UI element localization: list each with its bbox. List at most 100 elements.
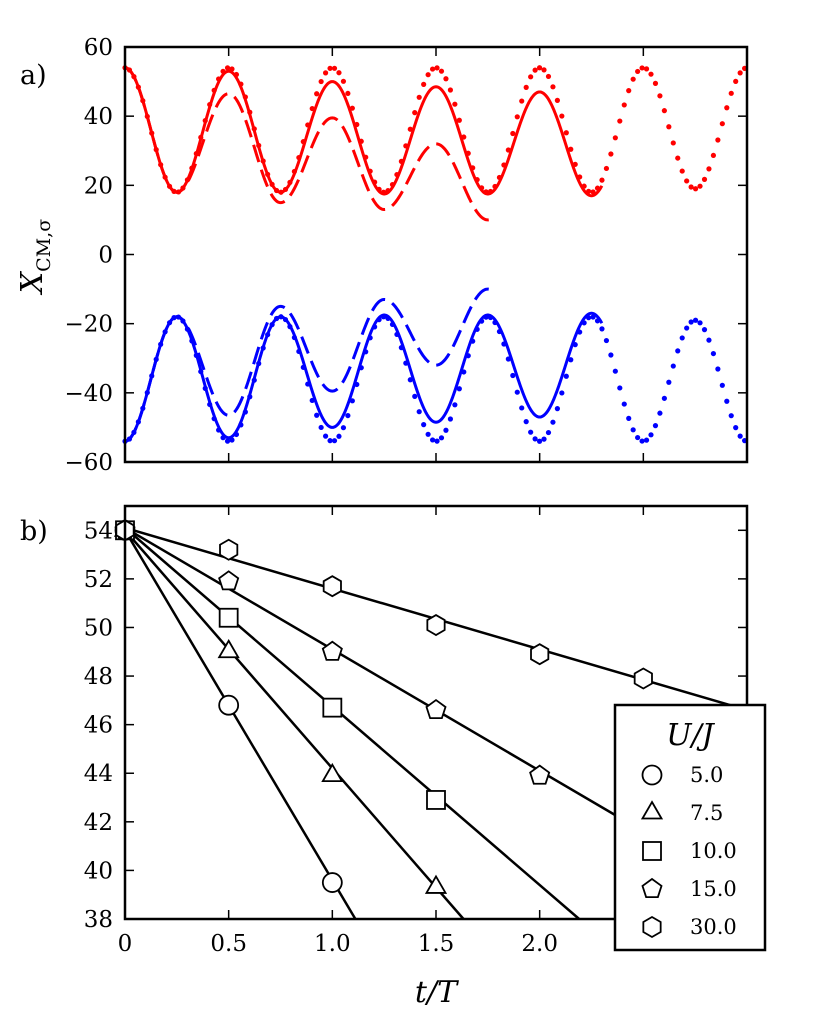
panel-a-plot-area — [122, 65, 748, 444]
dotted-lower-point — [318, 424, 324, 431]
dotted-lower-point — [541, 436, 547, 442]
dotted-upper-point — [697, 183, 703, 189]
y-tick-label-b: 54 — [84, 518, 113, 544]
dotted-lower-point — [697, 320, 703, 326]
panel-a-tag: a) — [20, 60, 47, 91]
dotted-upper-point — [340, 78, 347, 84]
pentagon-point — [529, 764, 551, 785]
hexagon-point — [530, 643, 550, 666]
dotted-lower-point — [447, 416, 454, 422]
dotted-upper-point — [447, 87, 454, 93]
panel-b-tag: b) — [20, 516, 48, 547]
dotted-upper-point — [706, 166, 712, 172]
dotted-lower-point — [322, 433, 329, 439]
dotted-upper-point — [603, 165, 610, 172]
dotted-upper-point — [684, 178, 690, 184]
dotted-lower-point — [626, 415, 632, 421]
legend-pentagon-icon — [641, 877, 663, 898]
dotted-upper-point — [617, 118, 623, 124]
dotted-upper-point — [532, 67, 538, 73]
dotted-upper-point — [724, 105, 730, 111]
fit-line-7.5 — [124, 529, 465, 920]
x-tick-label: 0.5 — [210, 931, 247, 957]
dotted-lower-point — [340, 425, 347, 431]
dotted-lower-point — [715, 366, 721, 372]
dotted-upper-point — [429, 66, 436, 72]
y-axis-title-main: X — [15, 270, 50, 295]
dotted-lower-point — [657, 410, 663, 416]
dotted-lower-point — [528, 429, 534, 435]
dotted-lower-point — [612, 368, 618, 374]
dotted-lower-point — [224, 438, 231, 444]
dotted-lower-point — [675, 348, 681, 354]
square-point — [426, 790, 446, 810]
fit-line-10.0 — [124, 526, 580, 920]
legend-entries: 5.0 7.5 10.0 15.0 30.0 — [640, 763, 737, 939]
dotted-upper-point — [438, 68, 445, 74]
dotted-upper-point — [536, 65, 543, 71]
x-axis-title: t/T — [415, 975, 459, 1010]
dotted-upper-point — [657, 93, 663, 99]
hexagon-point — [426, 614, 446, 637]
x-tick-label: 0 — [118, 931, 133, 957]
dotted-lower-point — [545, 429, 552, 436]
panel-a-frame — [123, 45, 749, 464]
dotted-upper-point — [639, 65, 645, 71]
legend-label-5.0: 5.0 — [690, 763, 723, 787]
dotted-upper-point — [559, 113, 565, 119]
dotted-lower-point — [514, 389, 520, 395]
dotted-upper-point — [675, 155, 681, 161]
dotted-lower-point — [724, 398, 730, 404]
dotted-lower-point — [425, 431, 431, 437]
dotted-upper-point — [519, 98, 525, 104]
dotted-upper-point — [715, 137, 721, 143]
dotted-upper-point — [666, 124, 672, 130]
dotted-lower-point — [733, 425, 739, 431]
legend-box — [613, 703, 767, 952]
dotted-upper-point — [652, 80, 659, 86]
dotted-lower-point — [661, 395, 667, 401]
dotted-upper-point — [733, 78, 739, 84]
dotted-upper-point — [314, 91, 320, 97]
dotted-upper-point — [670, 140, 676, 146]
dotted-upper-point — [425, 72, 431, 78]
dotted-lower-point — [563, 373, 569, 379]
dotted-upper-point — [327, 65, 333, 71]
dotted-lower-point — [416, 409, 422, 415]
dotted-lower-point — [336, 433, 342, 439]
dotted-lower-point — [568, 357, 574, 363]
dotted-upper-point — [528, 74, 534, 80]
fit-line-5.0 — [123, 529, 357, 920]
panel-b: b) 38 40 42 44 46 48 50 52 54 0 0.5 1.0 1.5 2.0 t/T U… — [20, 504, 767, 1010]
dotted-lower-point — [523, 419, 529, 425]
legend-triangle-icon — [640, 800, 664, 820]
dotted-upper-point — [541, 67, 547, 73]
x-tick-label: 1.5 — [418, 931, 455, 957]
dotted-upper-point — [514, 114, 520, 120]
triangle-point — [217, 638, 240, 659]
dotted-upper-point — [643, 66, 650, 72]
square-point — [218, 607, 239, 628]
dotted-lower-point — [429, 437, 436, 443]
hexagon-point — [219, 538, 239, 561]
square-point — [322, 697, 343, 718]
dotted-upper-point — [545, 73, 552, 80]
dotted-upper-point — [737, 70, 743, 76]
dotted-lower-point — [438, 435, 445, 441]
dotted-upper-point — [336, 70, 342, 76]
dotted-lower-point — [452, 402, 458, 408]
dotted-lower-point — [728, 413, 734, 419]
legend-hexagon-icon — [642, 915, 662, 939]
y-tick-label-b: 48 — [84, 664, 113, 690]
circle-point — [321, 872, 343, 893]
dotted-lower-point — [630, 427, 636, 433]
dotted-lower-point — [331, 438, 338, 444]
dotted-upper-point — [563, 130, 569, 136]
triangle-point — [424, 874, 448, 894]
dotted-lower-point — [688, 319, 694, 325]
hexagon-point — [633, 667, 653, 690]
dotted-upper-point — [554, 97, 560, 103]
dotted-lower-point — [559, 390, 565, 396]
dotted-upper-point — [452, 101, 458, 107]
dotted-lower-point — [679, 335, 685, 341]
